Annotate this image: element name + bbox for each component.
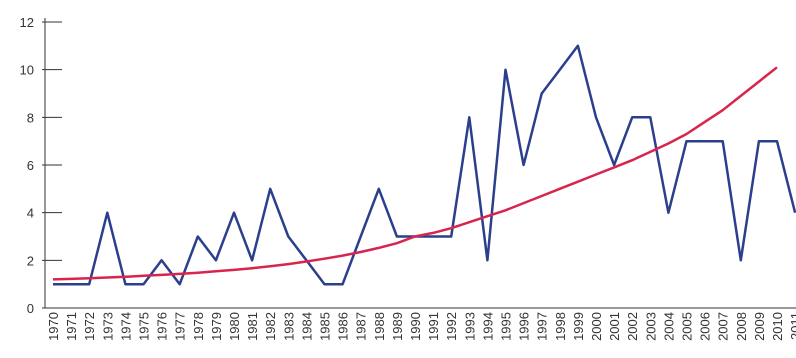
x-tick-label: 1977 (173, 312, 188, 341)
x-tick-label: 1978 (191, 312, 206, 341)
x-tick-label: 2002 (625, 312, 640, 341)
x-tick-label: 2005 (680, 312, 695, 341)
y-tick-label: 10 (20, 63, 34, 78)
y-tick-label: 12 (20, 15, 34, 30)
x-tick-label: 1980 (227, 312, 242, 341)
x-tick-label: 1991 (426, 312, 441, 341)
series-line (52, 66, 778, 281)
y-tick-label: 4 (27, 206, 34, 221)
x-tick-label: 2010 (770, 312, 785, 341)
x-tick-label: 2011 (788, 312, 796, 340)
x-tick-label: 1985 (318, 312, 333, 341)
x-tick-label: 1983 (281, 312, 296, 341)
x-tick-label: 1976 (155, 312, 170, 341)
y-tick-label: 0 (27, 301, 34, 316)
x-tick-label: 1998 (553, 312, 568, 341)
x-tick-label: 2008 (734, 312, 749, 341)
x-tick-label: 1982 (263, 312, 278, 341)
y-tick-label: 8 (27, 110, 34, 125)
x-tick-label: 1974 (118, 312, 133, 341)
x-tick-label: 1972 (82, 312, 97, 341)
x-tick-label: 1993 (462, 312, 477, 341)
x-tick-label: 1986 (336, 312, 351, 341)
x-tick-label: 1981 (245, 312, 260, 341)
x-tick-label: 1984 (299, 312, 314, 341)
x-tick-label: 1994 (480, 312, 495, 341)
x-tick-label: 1987 (354, 312, 369, 341)
x-tick-label: 2007 (716, 312, 731, 341)
x-tick-label: 1995 (499, 312, 514, 341)
x-tick-label: 2001 (607, 312, 622, 341)
x-tick-label: 1989 (390, 312, 405, 341)
x-tick-label: 1979 (209, 312, 224, 341)
x-tick-label: 2003 (643, 312, 658, 341)
x-tick-label: 2000 (589, 312, 604, 341)
x-tick-label: 1996 (517, 312, 532, 341)
y-tick-label: 2 (27, 253, 34, 268)
x-tick-label: 2006 (698, 312, 713, 341)
x-tick-label: 1973 (100, 312, 115, 341)
x-tick-label: 1999 (571, 312, 586, 341)
x-tick-label: 1990 (408, 312, 423, 341)
x-tick-label: 1992 (444, 312, 459, 341)
y-tick-label: 6 (27, 158, 34, 173)
x-tick-label: 2004 (661, 312, 676, 341)
x-tick-label: 1975 (137, 312, 152, 341)
x-tick-label: 2009 (752, 312, 767, 341)
series-line (53, 44, 796, 286)
x-tick-label: 1997 (535, 312, 550, 341)
x-tick-label: 1988 (372, 312, 387, 341)
x-tick-label: 1971 (64, 312, 79, 341)
x-tick-label: 1970 (46, 312, 61, 341)
